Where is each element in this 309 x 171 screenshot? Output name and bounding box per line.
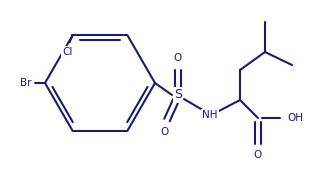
Text: OH: OH: [287, 113, 303, 123]
Text: O: O: [254, 150, 262, 160]
Text: O: O: [161, 127, 169, 137]
Text: NH: NH: [202, 110, 218, 120]
Text: O: O: [174, 53, 182, 63]
Text: Br: Br: [20, 78, 32, 88]
Text: Cl: Cl: [62, 47, 73, 57]
Text: S: S: [174, 89, 182, 102]
